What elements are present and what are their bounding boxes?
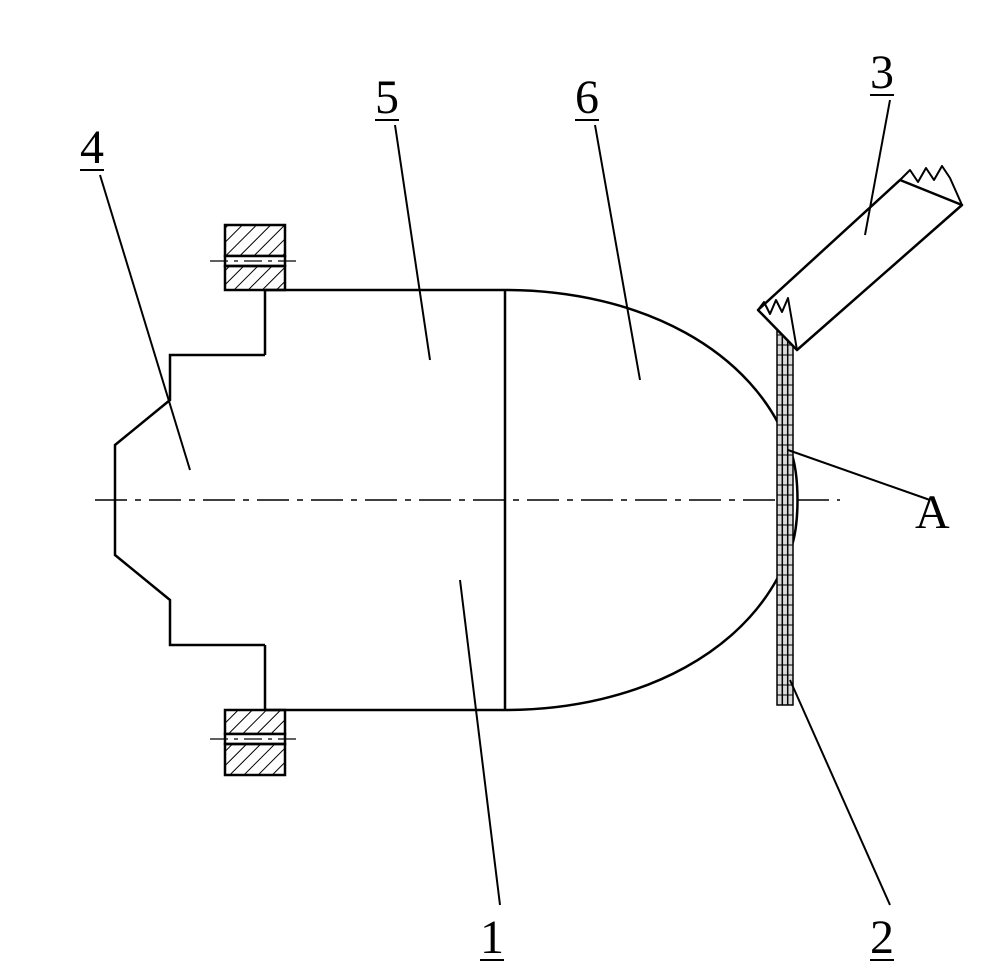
leader-5 bbox=[395, 125, 430, 360]
flange-top bbox=[210, 225, 300, 290]
part-3-fragment bbox=[758, 166, 962, 352]
leader-6 bbox=[595, 125, 640, 380]
flange-bottom bbox=[210, 710, 300, 775]
screen-grid bbox=[777, 295, 793, 705]
leader-A bbox=[788, 450, 930, 500]
label-3: 3 bbox=[870, 45, 894, 100]
leader-2 bbox=[790, 680, 890, 905]
label-A: A bbox=[915, 485, 950, 540]
technical-drawing bbox=[0, 0, 1000, 971]
label-1: 1 bbox=[480, 910, 504, 965]
label-4: 4 bbox=[80, 120, 104, 175]
leader-4 bbox=[100, 175, 190, 470]
leader-1 bbox=[460, 580, 500, 905]
leader-lines bbox=[100, 100, 930, 905]
label-2: 2 bbox=[870, 910, 894, 965]
label-5: 5 bbox=[375, 70, 399, 125]
label-6: 6 bbox=[575, 70, 599, 125]
